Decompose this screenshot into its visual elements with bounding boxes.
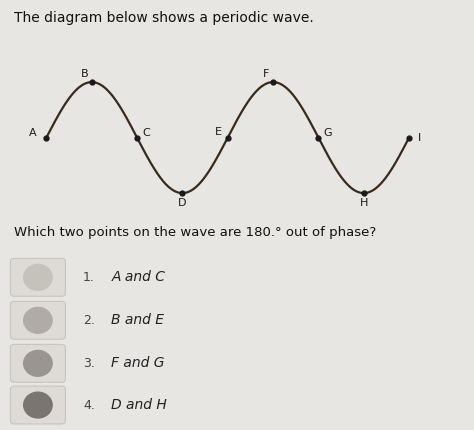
Text: F: F — [263, 69, 269, 80]
Text: I: I — [419, 132, 421, 143]
Text: C: C — [142, 128, 150, 138]
Text: H: H — [360, 198, 368, 208]
Text: 3.: 3. — [83, 357, 95, 370]
Text: 2.: 2. — [83, 314, 95, 327]
Text: E: E — [215, 127, 222, 137]
Text: G: G — [323, 128, 332, 138]
Text: B and E: B and E — [111, 313, 164, 327]
Text: 1.: 1. — [83, 271, 95, 284]
Text: 4.: 4. — [83, 399, 95, 412]
Text: Which two points on the wave are 180.° out of phase?: Which two points on the wave are 180.° o… — [14, 226, 376, 239]
Text: F and G: F and G — [111, 356, 165, 370]
Text: A and C: A and C — [111, 270, 165, 284]
Text: A: A — [29, 128, 36, 138]
Text: D and H: D and H — [111, 398, 167, 412]
Text: D: D — [178, 198, 187, 208]
Text: B: B — [81, 69, 88, 80]
Text: The diagram below shows a periodic wave.: The diagram below shows a periodic wave. — [14, 11, 314, 25]
